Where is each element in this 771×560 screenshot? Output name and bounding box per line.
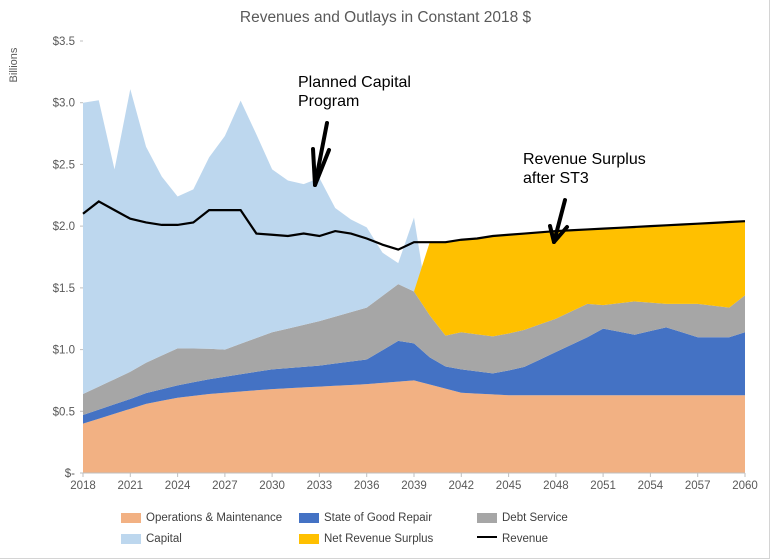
svg-text:2018: 2018 — [70, 480, 96, 492]
svg-text:2021: 2021 — [118, 480, 144, 492]
svg-text:$3.0: $3.0 — [53, 98, 75, 110]
svg-text:$2.5: $2.5 — [53, 159, 75, 171]
svg-text:2039: 2039 — [401, 480, 427, 492]
svg-text:2042: 2042 — [449, 480, 475, 492]
svg-text:2027: 2027 — [212, 480, 238, 492]
svg-text:$-: $- — [65, 468, 75, 480]
svg-text:2051: 2051 — [590, 480, 616, 492]
svg-text:2057: 2057 — [685, 480, 711, 492]
svg-text:$2.0: $2.0 — [53, 221, 75, 233]
svg-text:2030: 2030 — [259, 480, 285, 492]
svg-text:2036: 2036 — [354, 480, 380, 492]
svg-text:2033: 2033 — [307, 480, 333, 492]
svg-text:$3.5: $3.5 — [53, 36, 75, 48]
svg-text:$1.5: $1.5 — [53, 283, 75, 295]
svg-text:2060: 2060 — [732, 480, 758, 492]
svg-text:$1.0: $1.0 — [53, 345, 75, 357]
svg-text:2048: 2048 — [543, 480, 569, 492]
svg-text:2024: 2024 — [165, 480, 191, 492]
svg-text:2045: 2045 — [496, 480, 522, 492]
svg-text:$0.5: $0.5 — [53, 406, 75, 418]
svg-text:2054: 2054 — [638, 480, 664, 492]
